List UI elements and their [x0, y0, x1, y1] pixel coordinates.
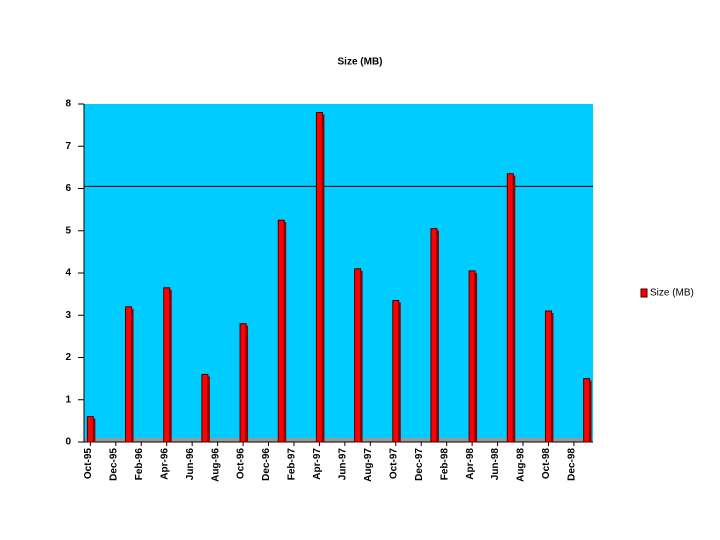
y-tick-label: 0: [65, 437, 71, 448]
bar-side: [398, 302, 401, 442]
y-tick-label: 4: [65, 268, 71, 279]
bar-side: [207, 376, 210, 442]
bar: [239, 323, 247, 443]
bar: [315, 111, 323, 443]
bar-side: [551, 313, 554, 442]
x-tick-label: Apr-98: [465, 448, 476, 480]
bar: [354, 268, 362, 443]
bar: [468, 270, 476, 443]
y-tick-label: 7: [65, 141, 71, 152]
x-tick-label: Feb-96: [134, 448, 145, 481]
legend-swatch: [640, 288, 648, 298]
legend-label: Size (MB): [650, 288, 694, 299]
bar-side: [360, 270, 363, 442]
bar: [506, 173, 514, 443]
x-tick-label: Feb-98: [439, 448, 450, 481]
bar: [125, 306, 133, 443]
bar-side: [131, 308, 134, 442]
bar-side: [322, 114, 325, 442]
x-tick-label: Oct-97: [388, 448, 399, 480]
plot-floor: [84, 438, 593, 442]
chart-title: Size (MB): [338, 57, 383, 68]
bar-side: [436, 230, 439, 442]
bar-side: [93, 418, 96, 442]
bar: [163, 287, 171, 443]
plot-area: [84, 104, 593, 442]
y-tick-label: 2: [65, 352, 71, 363]
x-tick-label: Apr-96: [159, 448, 170, 480]
x-tick-label: Dec-96: [261, 448, 272, 481]
y-tick-label: 1: [65, 394, 71, 405]
x-tick-label: Apr-97: [312, 448, 323, 480]
x-tick-label: Aug-98: [516, 448, 527, 482]
x-tick-label: Oct-98: [541, 448, 552, 480]
bar-side: [284, 222, 287, 442]
x-tick-label: Feb-97: [287, 448, 298, 481]
x-tick-label: Aug-97: [363, 448, 374, 482]
bar: [583, 378, 591, 443]
bar: [544, 310, 552, 443]
bar-side: [513, 175, 516, 442]
bar-side: [169, 289, 172, 442]
y-tick-label: 3: [65, 310, 71, 321]
y-tick-label: 8: [65, 99, 71, 110]
bar-side: [475, 272, 478, 442]
x-tick-label: Dec-97: [414, 448, 425, 481]
bar: [201, 373, 209, 443]
bar: [277, 219, 285, 443]
bar: [392, 299, 400, 443]
x-tick-label: Jun-98: [490, 448, 501, 481]
x-tick-label: Aug-96: [210, 448, 221, 482]
bar-side: [589, 380, 592, 442]
x-tick-label: Oct-95: [83, 448, 94, 480]
bar-side: [246, 325, 249, 442]
x-tick-label: Dec-98: [567, 448, 578, 481]
x-tick-label: Jun-96: [185, 448, 196, 481]
x-tick-label: Jun-97: [338, 448, 349, 481]
x-tick-label: Oct-96: [236, 448, 247, 480]
bar: [430, 228, 438, 443]
y-tick-label: 6: [65, 183, 71, 194]
bar: [86, 416, 94, 443]
y-tick-label: 5: [65, 225, 71, 236]
x-tick-label: Dec-95: [108, 448, 119, 481]
